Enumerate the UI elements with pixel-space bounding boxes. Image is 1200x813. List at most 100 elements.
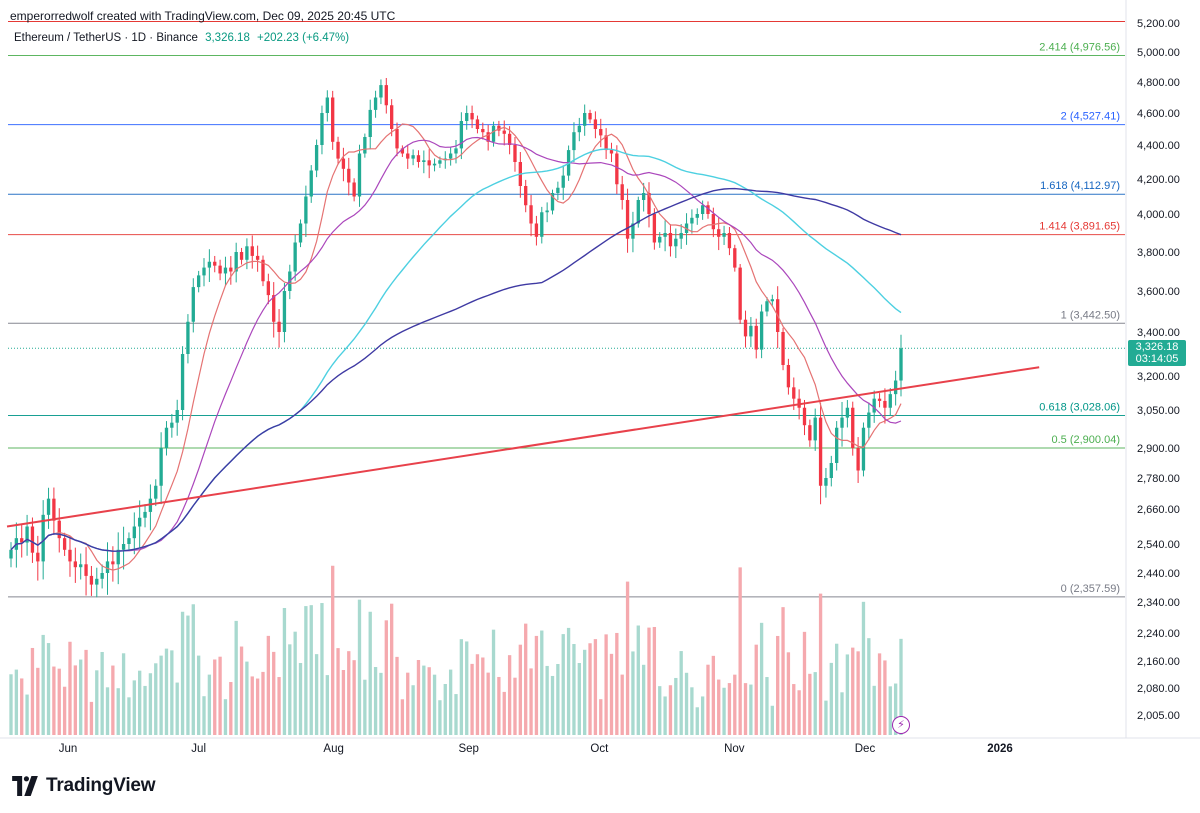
candle-body: [491, 125, 496, 142]
candle-body: [352, 182, 356, 197]
volume-bar: [121, 653, 126, 735]
candle-body: [138, 517, 142, 527]
volume-bar: [30, 647, 35, 735]
volume-bar: [813, 672, 817, 735]
volume-bar: [808, 673, 812, 735]
volume-bar: [776, 635, 780, 735]
volume-bar: [79, 659, 83, 735]
y-tick-label: 4,200.00: [1137, 174, 1180, 186]
volume-bar: [754, 644, 758, 735]
candle-body: [57, 520, 61, 539]
candle-body: [749, 325, 753, 337]
volume-bar: [888, 686, 892, 735]
volume-bar: [272, 651, 276, 735]
candle-body: [899, 348, 903, 381]
candle-body: [550, 193, 555, 211]
candle-body: [620, 184, 624, 200]
candle-body: [636, 200, 640, 224]
volume-bar: [733, 674, 737, 735]
candle-body: [416, 155, 421, 162]
candle-body: [239, 252, 244, 260]
candle-body: [674, 238, 678, 247]
candle-body: [261, 259, 265, 282]
candle-body: [872, 398, 876, 413]
volume-bar: [856, 651, 860, 735]
volume-bar: [524, 623, 528, 735]
volume-bar: [588, 643, 592, 735]
lightning-icon[interactable]: ⚡: [892, 716, 910, 734]
volume-bar: [625, 581, 630, 735]
candle-body: [497, 125, 501, 131]
ma-slow-line: [10, 187, 902, 552]
volume-bar: [111, 665, 115, 735]
volume-bar: [679, 651, 683, 735]
candle-body: [577, 125, 581, 133]
price-tag-countdown: 03:14:05: [1135, 353, 1179, 365]
fib-level-label: 2.414 (4,976.56): [1039, 42, 1120, 54]
volume-bar: [304, 606, 308, 735]
fib-level-label: 0 (2,357.59): [1061, 583, 1120, 595]
candle-body: [30, 526, 35, 553]
volume-bar: [566, 627, 571, 735]
volume-bar: [486, 672, 490, 735]
candle-body: [186, 321, 190, 354]
candle-body: [293, 242, 297, 272]
volume-bar: [62, 686, 67, 735]
volume-bar: [20, 678, 24, 735]
y-tick-label: 2,160.00: [1137, 656, 1180, 668]
volume-bar: [282, 607, 287, 735]
candle-body: [320, 113, 324, 145]
volume-bar: [373, 667, 378, 735]
candle-body: [743, 319, 748, 337]
candle-body: [105, 561, 110, 573]
x-tick-label: Sep: [458, 743, 478, 755]
candle-body: [727, 233, 732, 249]
candle-body: [583, 113, 587, 126]
symbol-name: Ethereum / TetherUS · 1D · Binance: [14, 32, 198, 44]
x-tick-label: Jul: [191, 743, 206, 755]
volume-bar: [695, 707, 699, 735]
volume-bar: [288, 644, 292, 735]
y-tick-label: 3,600.00: [1137, 286, 1180, 298]
x-tick-label: 2026: [987, 743, 1013, 755]
volume-bar: [170, 650, 174, 735]
volume-bar: [840, 692, 844, 735]
candle-body: [561, 175, 565, 188]
candle-body: [111, 561, 115, 565]
volume-bar: [395, 656, 399, 735]
candle-body: [384, 85, 388, 106]
volume-bar: [786, 652, 791, 735]
candle-body: [250, 246, 254, 256]
volume-bar: [749, 684, 753, 735]
candle-body: [711, 214, 716, 230]
candle-body: [856, 448, 860, 471]
candle-body: [427, 160, 431, 166]
candle-body: [663, 233, 667, 237]
volume-bar: [148, 673, 153, 735]
fib-level-label: 1 (3,442.50): [1061, 309, 1120, 321]
y-tick-label: 4,400.00: [1137, 140, 1180, 152]
volume-bar: [250, 676, 254, 735]
candle-body: [379, 85, 383, 98]
candle-body: [475, 119, 480, 129]
volume-bar: [883, 660, 887, 735]
volume-bar: [416, 660, 421, 735]
volume-bar: [245, 661, 249, 735]
volume-bar: [309, 605, 313, 735]
volume-bar: [818, 593, 823, 735]
volume-bar: [105, 687, 110, 735]
volume-bar: [138, 670, 142, 735]
volume-bar: [845, 654, 850, 735]
volume-bar: [196, 655, 201, 735]
candle-body: [540, 212, 544, 237]
x-tick-label: Nov: [724, 743, 745, 755]
volume-bar: [556, 664, 560, 735]
candle-body: [196, 275, 201, 288]
candle-body: [588, 113, 592, 120]
volume-bar: [534, 635, 539, 735]
volume-bar: [336, 648, 340, 735]
tradingview-logo[interactable]: TradingView: [10, 775, 156, 797]
candle-body: [68, 549, 72, 562]
candle-body: [765, 301, 769, 312]
